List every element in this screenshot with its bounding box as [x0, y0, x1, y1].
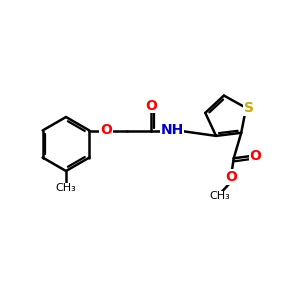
Text: O: O — [146, 99, 158, 112]
Text: O: O — [225, 170, 237, 184]
Text: NH: NH — [160, 124, 184, 137]
Text: S: S — [244, 101, 254, 115]
Text: CH₃: CH₃ — [210, 191, 231, 201]
Text: O: O — [249, 149, 261, 163]
Text: CH₃: CH₃ — [56, 183, 76, 193]
Text: O: O — [100, 124, 112, 137]
